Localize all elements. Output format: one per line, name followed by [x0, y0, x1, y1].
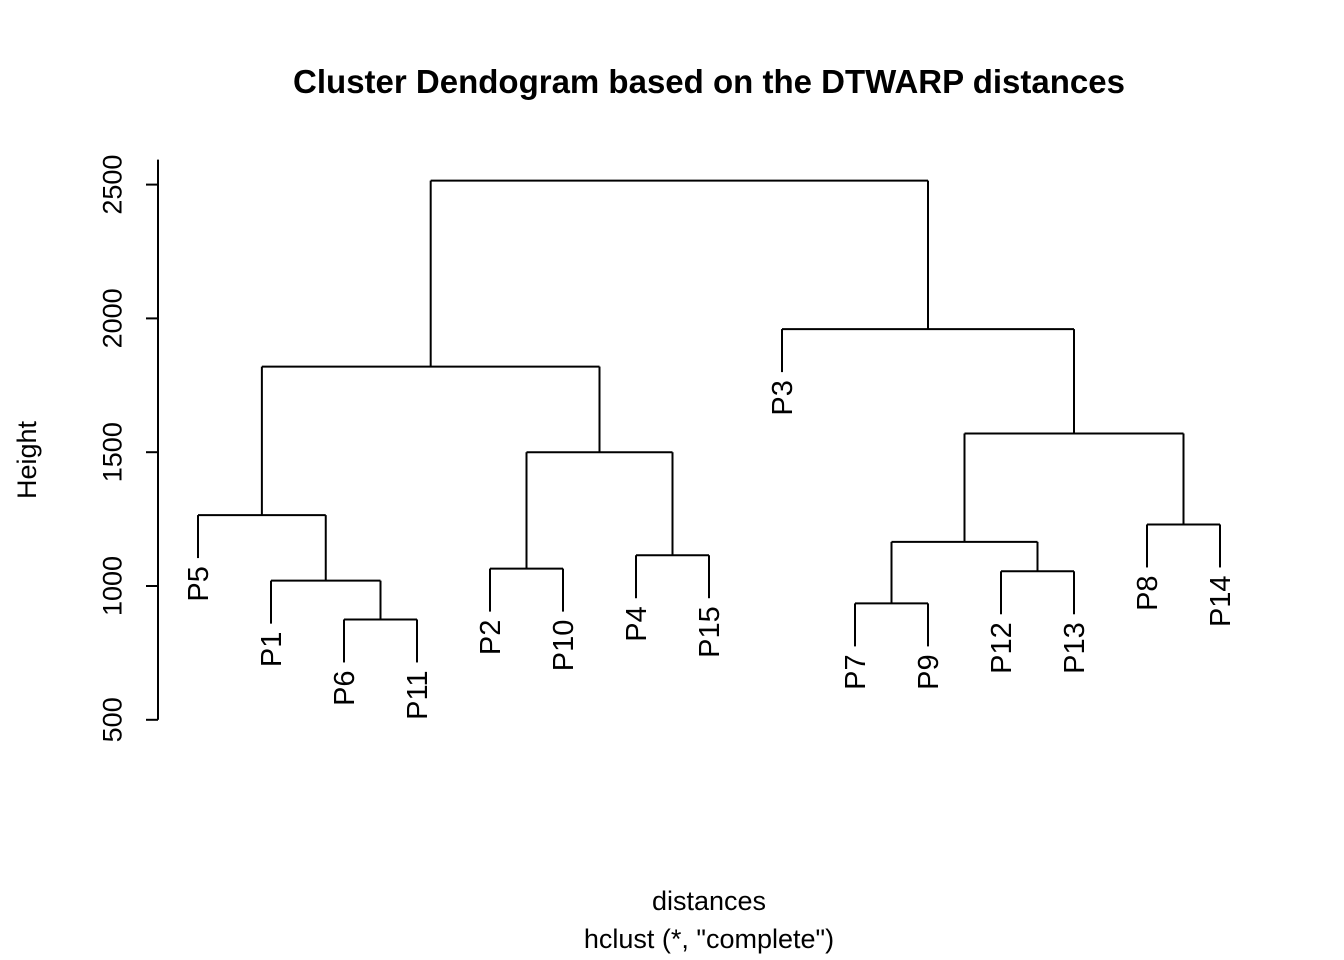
merge-node [270, 579, 382, 624]
leaf-label: P2 [475, 620, 507, 655]
leaf-label: P8 [1132, 575, 1164, 610]
merge-node [260, 365, 601, 516]
y-axis-label: Height [12, 420, 42, 499]
leaf-label: P14 [1205, 575, 1237, 627]
leaf-label: P4 [621, 606, 653, 641]
leaf-label: P5 [183, 566, 215, 601]
y-tick-label: 2500 [97, 155, 127, 215]
merge-node [781, 328, 1075, 434]
merge-node [525, 451, 674, 569]
leaf-labels: P5 P1 P6 P11 P2 P10 P4 P15 P3 P7 P9 P12 P13 P8 P14 [183, 380, 1237, 720]
merge-node [197, 514, 327, 581]
x-axis-sublabel: hclust (*, "complete") [584, 924, 834, 954]
dendrogram-tree [197, 179, 1221, 663]
leaf-label: P11 [402, 670, 434, 719]
merge-node [429, 179, 929, 367]
merge-node [1146, 523, 1221, 568]
y-tick-label: 1000 [97, 556, 127, 616]
y-tick-label: 2000 [97, 288, 127, 348]
leaf-label: P10 [548, 620, 580, 672]
leaf-label: P15 [694, 606, 726, 658]
leaf-label: P9 [913, 654, 945, 689]
leaf-label: P6 [329, 670, 361, 705]
leaf-label: P3 [767, 380, 799, 415]
merge-node [963, 432, 1185, 542]
merge-node [635, 554, 710, 599]
leaf-label: P12 [986, 622, 1018, 674]
merge-node [343, 618, 418, 663]
merge-node [489, 567, 564, 612]
y-tick-label: 500 [97, 697, 127, 742]
merge-node [1000, 570, 1075, 615]
leaf-label: P7 [840, 654, 872, 689]
y-axis: 500 1000 1500 2000 2500 [97, 155, 159, 742]
y-tick-label: 1500 [97, 422, 127, 482]
x-axis-label: distances [652, 886, 766, 916]
leaf-label: P13 [1059, 622, 1091, 674]
chart-title: Cluster Dendogram based on the DTWARP di… [293, 63, 1125, 100]
merge-node [890, 540, 1039, 604]
leaf-label: P1 [256, 632, 288, 667]
merge-node [854, 602, 929, 647]
